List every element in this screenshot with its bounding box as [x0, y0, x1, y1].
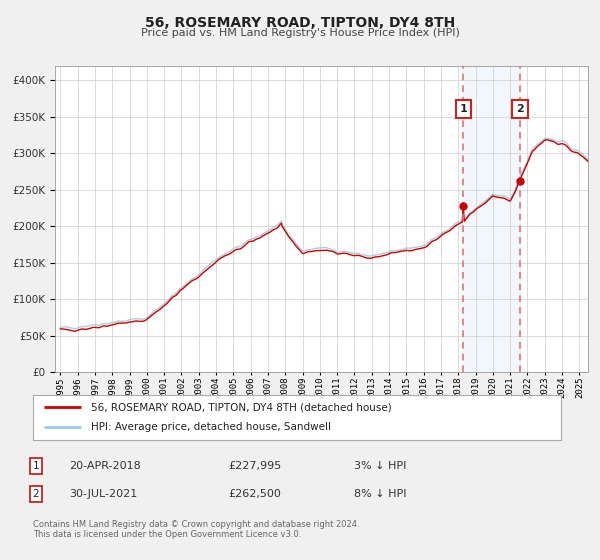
Text: 2: 2 — [32, 489, 40, 499]
Bar — [463, 66, 520, 372]
Text: 56, ROSEMARY ROAD, TIPTON, DY4 8TH: 56, ROSEMARY ROAD, TIPTON, DY4 8TH — [145, 16, 455, 30]
Text: 3% ↓ HPI: 3% ↓ HPI — [354, 461, 406, 471]
Text: 8% ↓ HPI: 8% ↓ HPI — [354, 489, 407, 499]
Text: £262,500: £262,500 — [228, 489, 281, 499]
Text: 1: 1 — [32, 461, 40, 471]
Text: Contains HM Land Registry data © Crown copyright and database right 2024.
This d: Contains HM Land Registry data © Crown c… — [33, 520, 359, 539]
Text: 20-APR-2018: 20-APR-2018 — [69, 461, 141, 471]
Text: 1: 1 — [460, 104, 467, 114]
Text: HPI: Average price, detached house, Sandwell: HPI: Average price, detached house, Sand… — [91, 422, 331, 432]
Text: 30-JUL-2021: 30-JUL-2021 — [69, 489, 137, 499]
Text: £227,995: £227,995 — [228, 461, 281, 471]
Text: 56, ROSEMARY ROAD, TIPTON, DY4 8TH (detached house): 56, ROSEMARY ROAD, TIPTON, DY4 8TH (deta… — [91, 402, 392, 412]
Text: 2: 2 — [517, 104, 524, 114]
Text: Price paid vs. HM Land Registry's House Price Index (HPI): Price paid vs. HM Land Registry's House … — [140, 28, 460, 38]
